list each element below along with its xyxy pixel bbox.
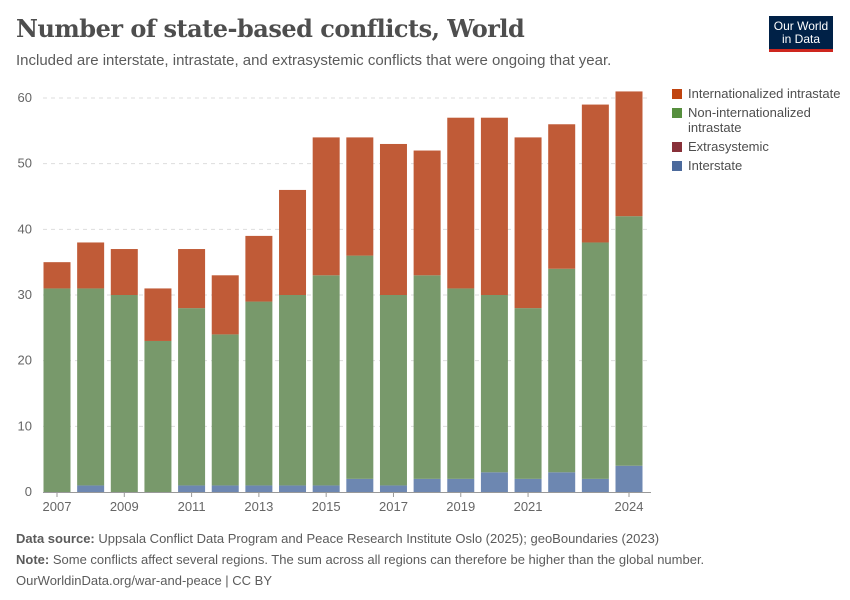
y-tick-label: 0 — [25, 484, 32, 499]
source-url[interactable]: OurWorldinData.org/war-and-peace | CC BY — [16, 573, 273, 588]
y-tick-label: 10 — [18, 418, 32, 433]
note-label: Note: — [16, 552, 50, 567]
bar-non-internationalized-intrastate-2015 — [312, 275, 340, 486]
legend-item[interactable]: Non-internationalized intrastate — [672, 105, 847, 135]
chart-title: Number of state-based conflicts, World — [16, 14, 525, 43]
bar-internationalized-intrastate-2021 — [514, 137, 542, 309]
y-tick-label: 50 — [18, 156, 32, 171]
y-tick-label: 60 — [18, 90, 32, 105]
bar-internationalized-intrastate-2014 — [279, 189, 307, 295]
bar-internationalized-intrastate-2022 — [548, 124, 576, 269]
bar-interstate-2017 — [379, 485, 407, 492]
legend: Internationalized intrastate Non-internat… — [672, 86, 847, 177]
bar-interstate-2022 — [548, 472, 576, 492]
footer: Data source: Uppsala Conflict Data Progr… — [16, 528, 704, 591]
bar-interstate-2021 — [514, 478, 542, 492]
bar-non-internationalized-intrastate-2012 — [211, 334, 239, 486]
bar-interstate-2018 — [413, 478, 441, 492]
bar-non-internationalized-intrastate-2013 — [245, 301, 273, 486]
x-tick-label: 2009 — [110, 499, 139, 514]
legend-swatch — [672, 142, 682, 152]
bar-interstate-2012 — [211, 485, 239, 492]
bar-non-internationalized-intrastate-2011 — [178, 308, 206, 486]
bar-non-internationalized-intrastate-2021 — [514, 308, 542, 479]
note-text: Some conflicts affect several regions. T… — [52, 552, 705, 567]
x-tick-label: 2007 — [43, 499, 72, 514]
bar-internationalized-intrastate-2015 — [312, 137, 340, 276]
bar-internationalized-intrastate-2008 — [77, 242, 105, 289]
bar-non-internationalized-intrastate-2010 — [144, 340, 172, 492]
bar-non-internationalized-intrastate-2016 — [346, 255, 374, 479]
bar-interstate-2008 — [77, 485, 105, 492]
owid-logo[interactable]: Our World in Data — [769, 16, 833, 52]
bar-interstate-2020 — [480, 472, 508, 492]
source-label: Data source: — [16, 531, 95, 546]
chart-subtitle: Included are interstate, intrastate, and… — [16, 52, 612, 69]
legend-item[interactable]: Interstate — [672, 158, 847, 173]
bar-non-internationalized-intrastate-2009 — [110, 295, 138, 492]
legend-item[interactable]: Internationalized intrastate — [672, 86, 847, 101]
bar-non-internationalized-intrastate-2022 — [548, 268, 576, 473]
x-tick-label: 2015 — [312, 499, 341, 514]
x-tick-label: 2024 — [615, 499, 644, 514]
bar-interstate-2014 — [279, 485, 307, 492]
bar-internationalized-intrastate-2020 — [480, 117, 508, 295]
y-tick-label: 20 — [18, 353, 32, 368]
bar-interstate-2024 — [615, 465, 643, 492]
y-tick-label: 40 — [18, 221, 32, 236]
legend-swatch — [672, 89, 682, 99]
bar-internationalized-intrastate-2023 — [581, 104, 609, 243]
bar-internationalized-intrastate-2018 — [413, 150, 441, 276]
bar-internationalized-intrastate-2024 — [615, 91, 643, 217]
chart-plot: 0 10 20 30 40 50 60 2007 2009 2011 2013 2015 2017 201… — [18, 90, 651, 514]
bar-internationalized-intrastate-2019 — [447, 117, 475, 289]
bar-interstate-2015 — [312, 485, 340, 492]
legend-swatch — [672, 161, 682, 171]
bar-non-internationalized-intrastate-2024 — [615, 216, 643, 466]
bar-internationalized-intrastate-2016 — [346, 137, 374, 256]
bar-non-internationalized-intrastate-2008 — [77, 288, 105, 486]
bar-internationalized-intrastate-2007 — [43, 262, 71, 289]
x-tick-label: 2019 — [446, 499, 475, 514]
bar-interstate-2016 — [346, 478, 374, 492]
bar-non-internationalized-intrastate-2007 — [43, 288, 71, 492]
legend-label: Non-internationalized intrastate — [688, 105, 811, 135]
bar-interstate-2013 — [245, 485, 273, 492]
bar-interstate-2011 — [178, 485, 206, 492]
legend-label: Extrasystemic — [688, 139, 769, 154]
bar-non-internationalized-intrastate-2018 — [413, 275, 441, 479]
legend-item[interactable]: Extrasystemic — [672, 139, 847, 154]
bar-non-internationalized-intrastate-2017 — [379, 295, 407, 486]
y-tick-label: 30 — [18, 287, 32, 302]
bar-internationalized-intrastate-2009 — [110, 249, 138, 295]
bar-interstate-2019 — [447, 478, 475, 492]
bar-non-internationalized-intrastate-2023 — [581, 242, 609, 479]
bar-non-internationalized-intrastate-2019 — [447, 288, 475, 479]
bar-non-internationalized-intrastate-2020 — [480, 295, 508, 473]
bar-non-internationalized-intrastate-2014 — [279, 295, 307, 486]
bar-internationalized-intrastate-2017 — [379, 143, 407, 295]
bar-interstate-2023 — [581, 478, 609, 492]
legend-swatch — [672, 108, 682, 118]
x-tick-label: 2011 — [178, 499, 206, 514]
bar-internationalized-intrastate-2011 — [178, 249, 206, 309]
bar-internationalized-intrastate-2010 — [144, 288, 172, 341]
legend-label: Internationalized intrastate — [688, 86, 841, 101]
x-tick-label: 2017 — [379, 499, 408, 514]
legend-label: Interstate — [688, 158, 743, 173]
source-text: Uppsala Conflict Data Program and Peace … — [98, 531, 660, 546]
x-tick-label: 2021 — [514, 499, 543, 514]
bar-internationalized-intrastate-2013 — [245, 235, 273, 302]
x-tick-label: 2013 — [244, 499, 273, 514]
bar-internationalized-intrastate-2012 — [211, 275, 239, 335]
